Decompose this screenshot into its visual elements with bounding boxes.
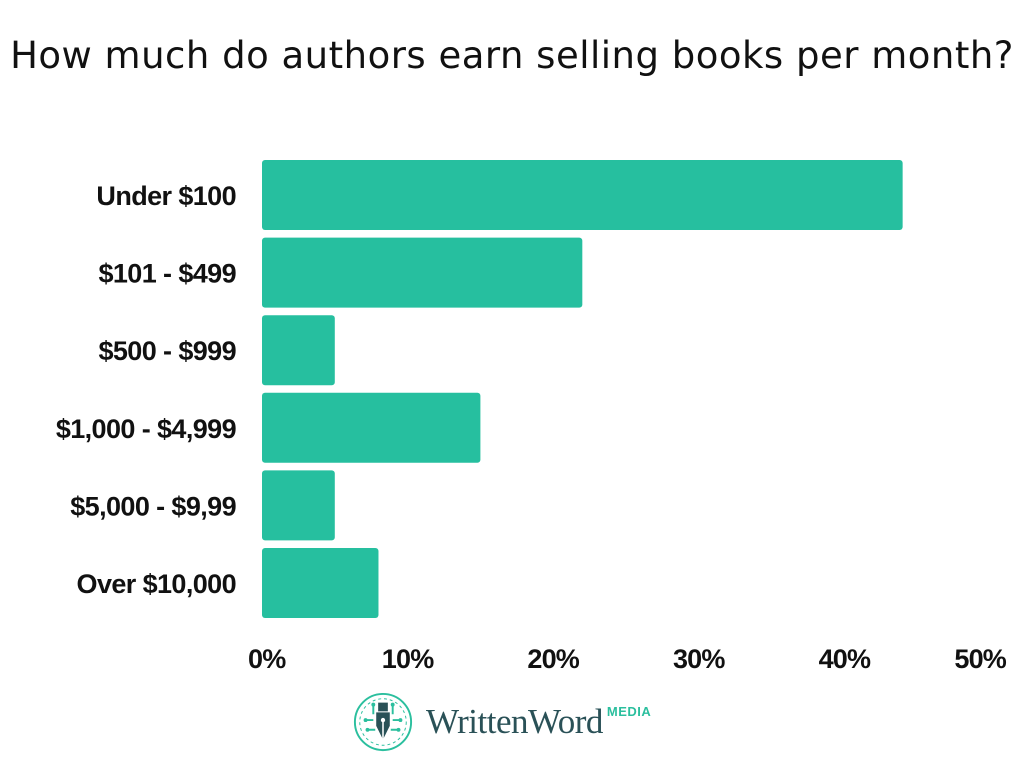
fountain-pen-circuit-icon <box>353 692 413 752</box>
brand-logo: WrittenWord MEDIA <box>352 690 651 754</box>
category-label-4: $5,000 - $9,99 <box>70 491 236 521</box>
bar-3 <box>262 392 481 463</box>
x-tick-label-1: 10% <box>382 644 434 674</box>
category-label-1: $101 - $499 <box>98 259 236 289</box>
x-tick-label-0: 0% <box>248 644 286 674</box>
x-tick-label-3: 30% <box>673 644 725 674</box>
bar-2 <box>262 315 335 386</box>
chart-title: How much do authors earn selling books p… <box>10 34 1014 77</box>
brand-name: WrittenWord <box>426 702 603 741</box>
bar-4 <box>262 470 335 541</box>
bar-5 <box>262 548 379 618</box>
bar-1 <box>262 237 583 308</box>
x-tick-label-5: 50% <box>954 644 1006 674</box>
category-label-0: Under $100 <box>96 181 236 211</box>
x-tick-label-4: 40% <box>819 644 871 674</box>
bar-0 <box>262 160 903 230</box>
x-tick-label-2: 20% <box>527 644 579 674</box>
category-label-5: Over $10,000 <box>77 569 236 599</box>
category-label-3: $1,000 - $4,999 <box>56 414 237 444</box>
brand-sub: MEDIA <box>606 704 652 719</box>
category-label-2: $500 - $999 <box>98 336 236 366</box>
